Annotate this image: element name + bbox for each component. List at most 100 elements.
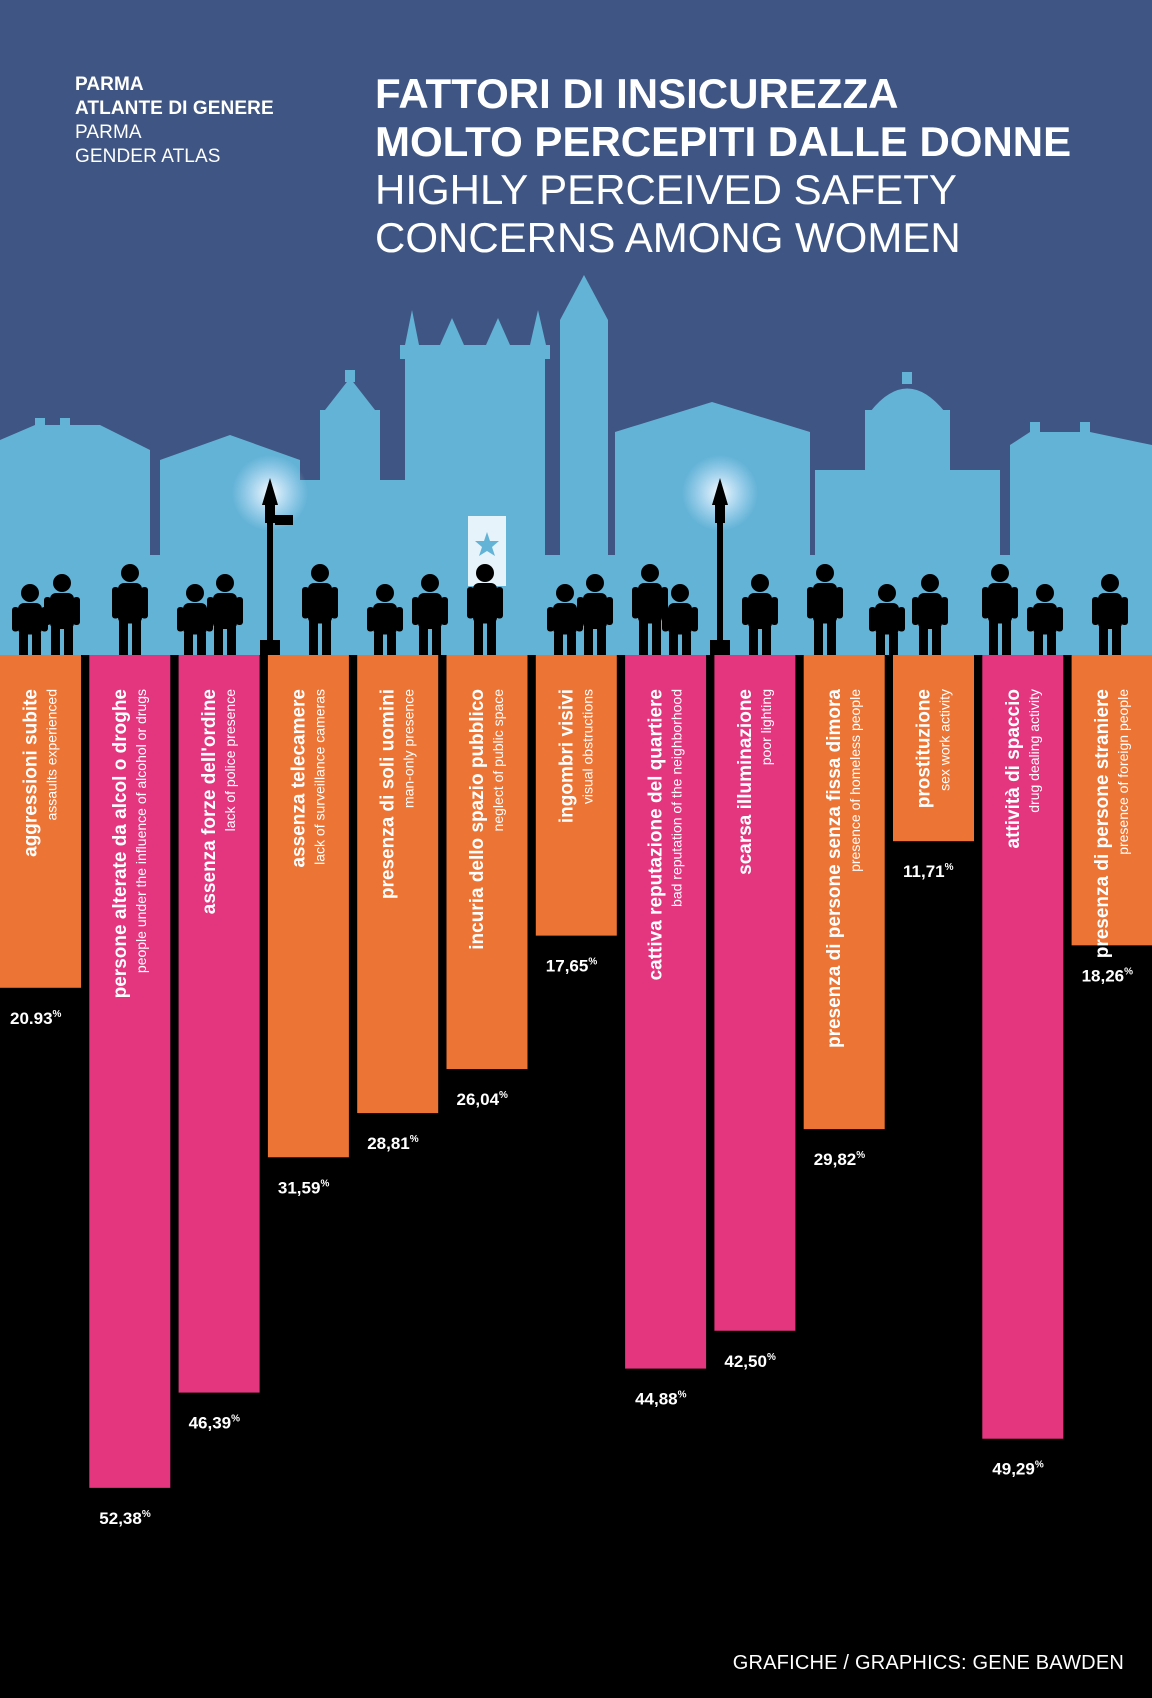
person-silhouette [412, 574, 448, 655]
value-unit: % [231, 1414, 240, 1425]
value-number: 11,71 [903, 862, 945, 881]
value-label: 52,38% [99, 1509, 151, 1528]
person-silhouette [177, 584, 213, 655]
street-lamp [710, 478, 730, 655]
person-silhouette [112, 564, 148, 655]
bar [1071, 655, 1152, 946]
bar-group: presenza di persone straniere presence of… [1071, 655, 1152, 985]
bar-group: scarsa illuminazione poor lighting 42,50% [714, 655, 796, 1371]
title-en-line2: CONCERNS AMONG WOMEN [375, 214, 961, 261]
bar-group: incuria dello spazio pubblico neglect of … [446, 655, 528, 1109]
person-silhouette [807, 564, 843, 655]
bar-group: cattiva reputazione del quartiere bad rep… [625, 655, 707, 1409]
value-label: 17,65% [546, 957, 598, 976]
value-label: 28,81% [367, 1134, 419, 1153]
bar-group: persone alterate da alcol o droghe people… [89, 655, 171, 1528]
bar [267, 655, 349, 1158]
bar-label-it: cattiva reputazione del quartiere [646, 689, 667, 980]
bar [0, 655, 81, 988]
bar-label-en: assaults experienced [44, 689, 60, 821]
bar-label-en: people under the influence of alcohol or… [133, 689, 149, 973]
value-number: 44,88 [635, 1390, 678, 1409]
star-icon [475, 532, 499, 556]
bar [714, 655, 796, 1331]
city-skyline [0, 275, 1152, 655]
person-silhouette [467, 564, 503, 655]
bar-label-en: man-only presence [401, 689, 417, 808]
title-en-line1: HIGHLY PERCEIVED SAFETY [375, 166, 957, 213]
brand-city-en: PARMA [75, 122, 142, 143]
person-silhouette [302, 564, 338, 655]
title-it-line1: FATTORI DI INSICUREZZA [375, 70, 899, 117]
value-unit: % [1124, 966, 1133, 977]
value-number: 52,38 [99, 1509, 142, 1528]
value-label: 29,82% [814, 1150, 866, 1169]
person-silhouette [207, 574, 243, 655]
value-unit: % [1035, 1460, 1044, 1471]
bar-label-it: attività di spaccio [1003, 689, 1024, 848]
bar [178, 655, 260, 1393]
bar-label-en: presence of foreign people [1115, 689, 1131, 855]
bar [982, 655, 1064, 1439]
bar-group: presenza di persone senza fissa dimora pr… [803, 655, 885, 1169]
value-number: 20.93 [10, 1009, 53, 1028]
value-unit: % [53, 1009, 62, 1020]
value-unit: % [142, 1509, 151, 1520]
parma-skyline-illustration [0, 275, 1152, 655]
value-number: 26,04 [457, 1090, 500, 1109]
bar-label-it: persone alterate da alcol o droghe [110, 689, 131, 998]
brand-block: PARMA ATLANTE DI GENERE PARMA GENDER ATL… [75, 73, 274, 169]
bar-label-it: presenza di persone senza fissa dimora [824, 689, 845, 1048]
bar [89, 655, 171, 1488]
value-label: 11,71% [903, 862, 954, 881]
value-label: 44,88% [635, 1390, 687, 1409]
person-silhouette [1027, 584, 1063, 655]
bar [535, 655, 617, 936]
page-title: FATTORI DI INSICUREZZA MOLTO PERCEPITI D… [375, 70, 1071, 262]
bar-group: aggressioni subite assaults experienced 20… [0, 655, 81, 1028]
value-unit: % [320, 1178, 329, 1189]
value-number: 28,81 [367, 1134, 410, 1153]
person-silhouette [44, 574, 80, 655]
bar [357, 655, 439, 1114]
value-unit: % [945, 862, 954, 873]
value-number: 49,29 [992, 1460, 1035, 1479]
bar-group: prostituzione sex work activity 11,71% [893, 655, 974, 881]
person-silhouette [869, 584, 905, 655]
value-label: 31,59% [278, 1178, 330, 1197]
bar-group: assenza telecamere lack of surveillance c… [267, 655, 349, 1197]
bar-label-en: poor lighting [758, 689, 774, 765]
person-silhouette [662, 584, 698, 655]
value-label: 26,04% [457, 1090, 509, 1109]
bar-label-it: prostituzione [914, 689, 935, 808]
brand-atlas-it: ATLANTE DI GENERE [75, 98, 274, 119]
bar-label-it: incuria dello spazio pubblico [467, 689, 488, 950]
bar-label-en: sex work activity [937, 689, 953, 791]
person-silhouette [577, 574, 613, 655]
bar-group: presenza di soli uomini man-only presence… [357, 655, 439, 1153]
value-label: 20.93% [10, 1009, 62, 1028]
brand-atlas-en: GENDER ATLAS [75, 146, 221, 167]
title-it-line2: MOLTO PERCEPITI DALLE DONNE [375, 118, 1072, 165]
value-label: 42,50% [724, 1352, 776, 1371]
bar-label-en: bad reputation of the neighborhood [669, 689, 685, 907]
value-unit: % [410, 1134, 419, 1145]
value-unit: % [588, 957, 597, 968]
bar-label-en: visual obstructions [579, 689, 595, 804]
bar-label-it: ingombri visivi [556, 689, 577, 823]
value-label: 46,39% [189, 1414, 241, 1433]
person-silhouette [1092, 574, 1128, 655]
value-unit: % [678, 1390, 687, 1401]
value-number: 18,26 [1082, 966, 1125, 985]
person-silhouette [982, 564, 1018, 655]
bar-label-it: assenza forze dell'ordine [199, 689, 220, 914]
bar [803, 655, 885, 1130]
street-lamp [260, 478, 293, 655]
bar-label-it: scarsa illuminazione [735, 689, 756, 875]
person-silhouette [912, 574, 948, 655]
bar-label-it: aggressioni subite [21, 689, 42, 857]
bar-label-en: presence of homeless people [847, 689, 863, 872]
value-label: 18,26% [1082, 966, 1134, 985]
value-unit: % [856, 1150, 865, 1161]
bar [893, 655, 974, 842]
